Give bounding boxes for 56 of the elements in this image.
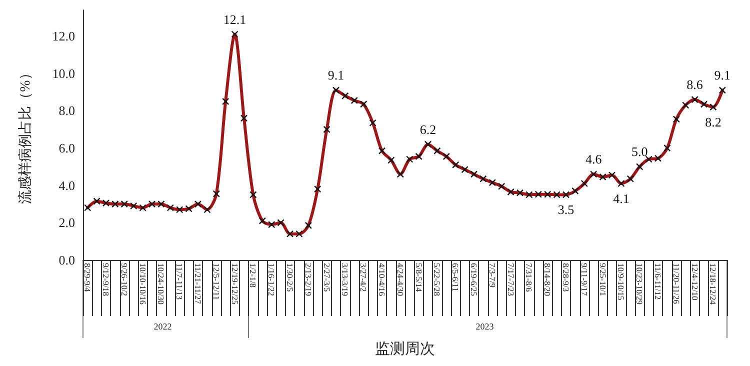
data-label: 5.0: [631, 144, 648, 160]
x-tick-label: 9/25-10/1: [598, 263, 608, 296]
data-label: 8.6: [686, 77, 704, 92]
data-label: 12.1: [223, 12, 246, 27]
y-tick-label: 2.0: [58, 215, 75, 230]
x-tick-label: 11/21-11/27: [193, 263, 203, 304]
x-tick-label: 7/31-8/6: [524, 263, 534, 292]
x-tick-label: 10/23-10/29: [634, 263, 645, 305]
x-tick-label: 5/8-5/14: [414, 263, 424, 293]
x-tick-label: 10/10-10/16: [138, 263, 148, 305]
x-tick-label: 7/17-7/23: [506, 263, 516, 296]
x-tick-label: 6/19-6/25: [469, 263, 479, 296]
text: 2022: [154, 322, 172, 332]
data-label: 6.2: [420, 122, 436, 137]
data-label: 8.2: [705, 114, 722, 130]
y-tick-label: 10.0: [52, 66, 75, 81]
x-tick-label: 11/6-11/12: [653, 263, 663, 300]
x-tick-label: 5/22-5/28: [432, 263, 442, 296]
x-tick-label: 4/10-4/16: [377, 263, 387, 296]
x-tick-label: 9/26-10/2: [119, 263, 130, 296]
x-tick-label: 1/2-1/8: [248, 263, 258, 288]
x-tick-label: 11/20-11/26: [671, 263, 682, 304]
y-tick-label: 8.0: [58, 103, 75, 118]
x-tick-label: 12/18-12/24: [708, 263, 718, 306]
x-tick-label: 3/27-4/2: [358, 263, 369, 292]
x-tick-label: 9/12-9/18: [101, 263, 111, 296]
text: 2023: [476, 322, 494, 332]
x-tick-label: 8/29-9/4: [82, 263, 93, 293]
x-tick-label: 12/19-12/25: [230, 263, 240, 305]
x-tick-label: 2/27-3/5: [322, 263, 332, 292]
x-tick-label: 9/11-9/17: [579, 263, 590, 296]
x-tick-label: 2/13-2/19: [303, 263, 314, 296]
x-tick-label: 10/9-10/15: [616, 263, 626, 300]
x-tick-label: 4/24-4/30: [395, 263, 406, 296]
x-tick-label: 10/24-10/30: [156, 263, 166, 305]
x-tick-label: 1/30-2/5: [285, 263, 295, 292]
data-label: 9.1: [714, 68, 731, 83]
data-label: 9.1: [328, 68, 344, 83]
x-tick-label: 8/28-9/3: [561, 263, 571, 292]
data-label: 4.1: [613, 191, 630, 206]
y-tick-label: 12.0: [52, 28, 75, 44]
x-tick-label: 3/13-3/19: [340, 263, 350, 296]
x-tick-label: 7/3-7/9: [487, 263, 498, 288]
y-axis-title: 流感样病例占比（%）: [18, 66, 34, 204]
y-tick-label: 4.0: [58, 178, 75, 193]
x-tick-label: 8/14-8/20: [542, 263, 553, 296]
y-tick-label: 0.0: [58, 252, 75, 268]
y-tick-label: 6.0: [58, 140, 75, 156]
x-tick-label: 12/4-12/10: [690, 263, 700, 300]
x-tick-label: 1/16-1/22: [266, 263, 277, 296]
data-label: 3.5: [558, 202, 574, 218]
x-tick-label: 12/5-12/11: [211, 263, 222, 300]
x-tick-label: 11/7-11/13: [174, 263, 185, 300]
data-label: 4.6: [585, 152, 602, 167]
x-axis-title: 监测周次: [375, 340, 435, 358]
x-tick-label: 6/5-6/11: [450, 263, 461, 292]
